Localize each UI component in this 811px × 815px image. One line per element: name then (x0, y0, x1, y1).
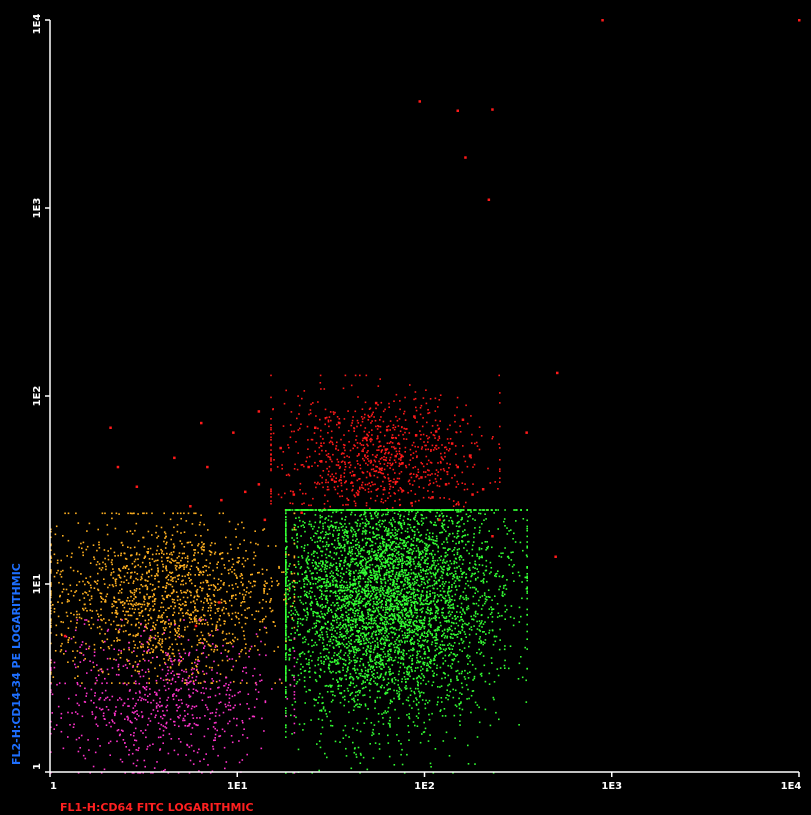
data-point (173, 456, 176, 460)
data-point (353, 474, 356, 477)
data-point (438, 518, 441, 522)
data-point (384, 448, 388, 451)
x-tick-label: 1 (50, 781, 57, 792)
x-tick-label: 1E1 (227, 781, 248, 792)
data-point (200, 421, 203, 425)
population-cluster (270, 374, 501, 511)
data-point (220, 498, 223, 502)
points-layer (63, 19, 801, 638)
data-point (292, 493, 296, 496)
data-point (320, 460, 323, 463)
data-point (379, 467, 382, 471)
data-point (263, 518, 267, 522)
y-tick-label: 1 (32, 763, 43, 770)
data-point (414, 434, 418, 437)
data-point (456, 465, 459, 469)
data-point (471, 493, 474, 496)
data-point (491, 108, 494, 111)
data-point (450, 442, 454, 445)
data-point (330, 478, 334, 481)
population-cluster (50, 512, 296, 684)
data-point (257, 483, 261, 486)
data-point (418, 100, 421, 103)
data-point (431, 496, 434, 499)
data-point (394, 454, 397, 458)
data-point (469, 454, 472, 458)
data-point (356, 493, 360, 496)
data-point (244, 490, 247, 494)
data-point (487, 198, 491, 201)
y-tick-label: 1E1 (32, 574, 43, 595)
data-point (410, 501, 413, 505)
data-point (491, 535, 494, 538)
data-point (206, 465, 209, 469)
data-point (601, 19, 604, 22)
data-point (394, 480, 397, 484)
data-point (194, 624, 198, 628)
data-point (798, 19, 801, 22)
data-point (456, 109, 459, 112)
data-point (413, 415, 416, 418)
data-point (300, 511, 303, 514)
data-point (279, 446, 282, 450)
data-point (63, 634, 67, 638)
y-tick-label: 1E4 (32, 14, 43, 35)
data-point (189, 505, 192, 508)
data-point (135, 485, 139, 488)
data-point (363, 436, 367, 440)
x-tick-label: 1E4 (781, 781, 802, 792)
data-point (556, 371, 559, 375)
data-point (232, 431, 235, 434)
data-point (338, 421, 341, 425)
population-cluster (285, 509, 528, 774)
data-point (554, 555, 557, 558)
ticks-layer: 1 1E1 1E2 1E3 1E4 1 1E1 1E2 1E3 1E4 (32, 14, 801, 792)
data-point (257, 410, 261, 413)
population-density-layer (50, 374, 528, 774)
data-point (464, 156, 467, 159)
data-point (461, 418, 465, 421)
population-cluster (50, 619, 296, 774)
data-point (401, 462, 404, 465)
data-point (444, 483, 448, 486)
data-point (314, 426, 317, 429)
data-point (481, 488, 485, 491)
data-point (307, 465, 310, 469)
data-point (116, 465, 120, 469)
x-axis-label: FL1-H:CD64 FITC LOGARITHMIC (60, 801, 254, 814)
data-point (525, 431, 528, 434)
data-point (218, 601, 221, 604)
y-axis-label: FL2-H:CD14-34 PE LOGARITHMIC (10, 563, 23, 765)
data-point (434, 430, 438, 433)
data-point (109, 426, 112, 429)
data-point (385, 428, 389, 432)
x-tick-label: 1E3 (601, 781, 622, 792)
x-tick-label: 1E2 (414, 781, 435, 792)
y-tick-label: 1E2 (32, 386, 43, 407)
data-point (374, 401, 378, 405)
data-point (420, 476, 423, 479)
y-tick-label: 1E3 (32, 198, 43, 219)
